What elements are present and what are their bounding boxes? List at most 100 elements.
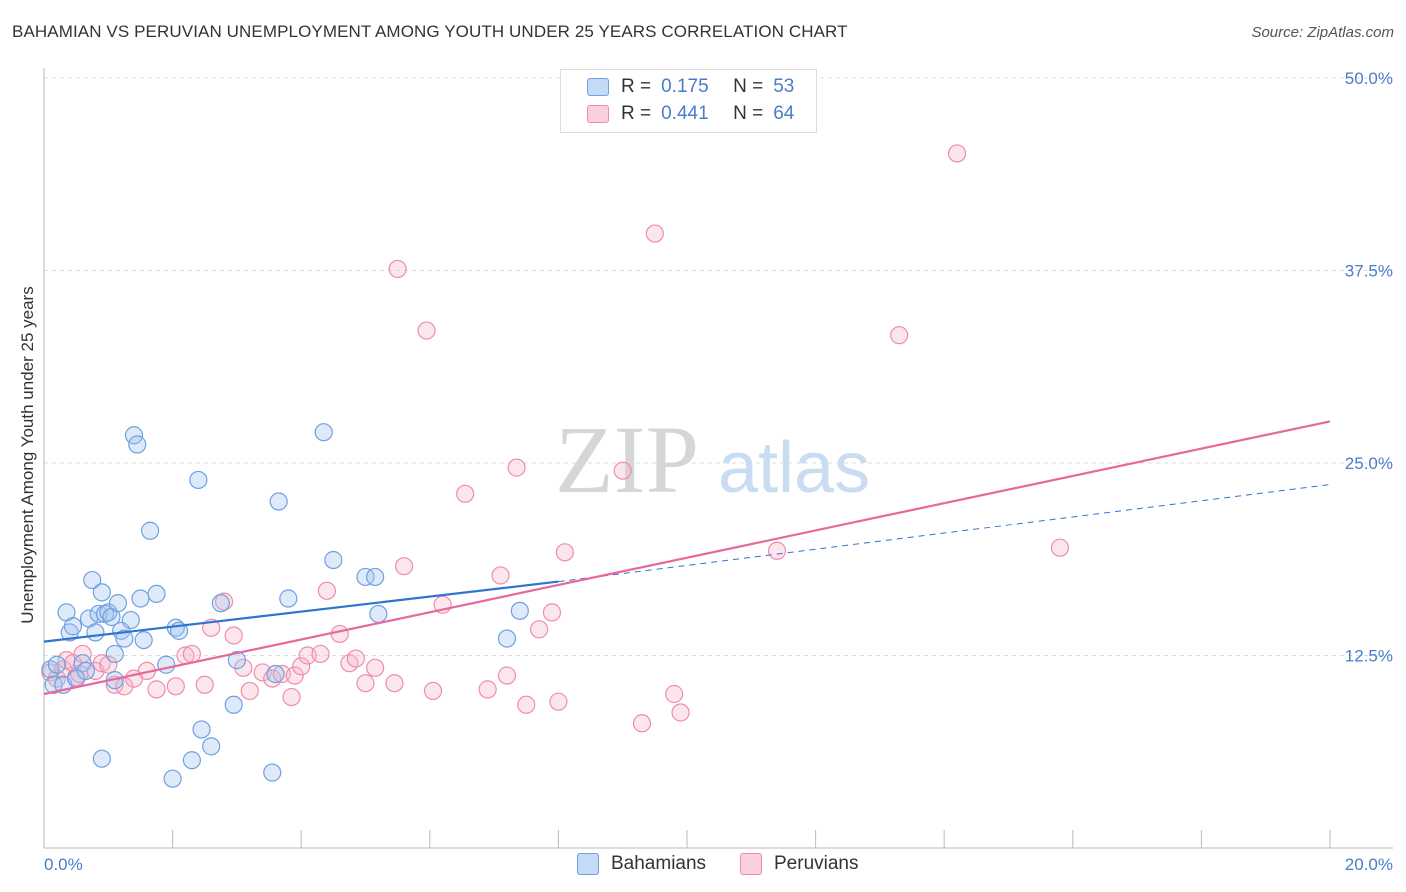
peruvians-point (767, 541, 787, 560)
bahamians-point (314, 423, 333, 442)
peruvians-point (645, 224, 664, 243)
source-label: Source: ZipAtlas.com (1251, 24, 1394, 41)
bahamians-point (157, 655, 176, 674)
peruvians-point (317, 581, 337, 600)
legend-n-label: N = (733, 76, 764, 97)
bahamians-point (369, 604, 388, 624)
bahamians-swatch (587, 78, 609, 96)
bahamians-point (147, 584, 166, 604)
peruvians-point (632, 714, 652, 733)
legend-n-label: N = (733, 103, 764, 124)
bahamians-point (189, 470, 208, 490)
peruvians-point (890, 326, 909, 345)
bahamians-point (86, 623, 105, 642)
peruvians-point (195, 675, 214, 694)
bahamians-point (115, 629, 134, 648)
bahamians-point (211, 594, 230, 613)
peruvians-point (330, 624, 349, 644)
bahamians-point (324, 550, 343, 570)
axes (43, 68, 1393, 849)
bahamians-point (227, 651, 246, 670)
bahamians-trend-line (43, 580, 559, 643)
peruvians-point (240, 681, 259, 701)
bahamians-points (41, 423, 529, 788)
chart-title: BAHAMIAN VS PERUVIAN UNEMPLOYMENT AMONG … (12, 22, 848, 41)
legend-row-peruvians: R = 0.441 N = 64 (587, 102, 794, 126)
y-tick-label: 25.0% (1345, 454, 1393, 473)
watermark-zip: ZIP (555, 406, 699, 513)
bahamians-point (108, 594, 128, 613)
peruvians-point (497, 666, 517, 685)
peruvians-trend-line (43, 420, 1331, 696)
peruvians-point (311, 644, 330, 664)
bahamians-point (163, 769, 182, 788)
x-tick-min: 0.0% (44, 855, 83, 874)
y-tick-label: 12.5% (1345, 647, 1393, 666)
x-tick-max: 20.0% (1345, 855, 1393, 874)
peruvians-legend-label: Peruvians (774, 853, 859, 874)
bahamians-point (269, 492, 288, 511)
bahamians-point (92, 583, 111, 602)
bahamians-point (83, 570, 102, 590)
bahamians-point (47, 655, 66, 674)
bahamians-point (92, 749, 111, 768)
bahamians-point (44, 675, 63, 694)
y-tick-labels: 12.5% 25.0% 37.5% 50.0% (1345, 69, 1393, 666)
bahamians-point (192, 720, 211, 739)
peruvians-point (456, 484, 475, 503)
peruvians-point (388, 259, 407, 279)
peruvians-swatch (587, 105, 609, 123)
legend-n-value: 53 (773, 76, 795, 97)
legend-r-label: R = (621, 103, 652, 124)
watermark-atlas: atlas (718, 428, 870, 508)
bahamians-legend-swatch (577, 853, 599, 875)
peruvians-point (417, 321, 436, 340)
correlation-legend: R = 0.175 N = 53 R = 0.441 N = 64 (560, 69, 817, 133)
legend-row-bahamians: R = 0.175 N = 53 (587, 75, 794, 99)
bahamians-point (356, 567, 375, 587)
y-tick-label: 50.0% (1345, 69, 1393, 88)
bahamians-point (263, 763, 282, 782)
peruvians-point (166, 677, 185, 696)
peruvians-point (292, 657, 311, 676)
peruvians-point (394, 557, 414, 576)
bahamians-point (279, 589, 298, 608)
peruvians-point (671, 703, 690, 722)
peruvians-point (507, 458, 526, 477)
peruvians-point (99, 655, 118, 674)
peruvians-point (491, 566, 510, 585)
peruvians-point (224, 626, 243, 645)
bahamians-point (105, 644, 124, 664)
peruvians-point (555, 543, 574, 562)
peruvians-point (182, 644, 201, 664)
bahamians-point (497, 629, 517, 648)
bahamians-legend-label: Bahamians (611, 853, 707, 874)
peruvians-point (478, 680, 497, 699)
peruvians-point (549, 692, 568, 711)
bahamians-point (182, 751, 201, 770)
peruvians-point (366, 658, 385, 677)
bahamians-point (202, 737, 221, 756)
bahamians-point (128, 435, 147, 454)
peruvians-point (517, 695, 536, 714)
legend-r-value: 0.441 (661, 103, 709, 124)
peruvians-point (530, 620, 549, 639)
bottom-legend-peruvians: Peruvians (740, 851, 859, 877)
peruvians-point (346, 649, 365, 668)
bahamians-point (63, 617, 83, 636)
peruvians-point (947, 144, 967, 163)
bahamians-point (266, 664, 285, 684)
bahamians-point (366, 567, 385, 587)
peruvians-point (1050, 538, 1070, 557)
peruvians-point (147, 680, 166, 699)
y-tick-label: 37.5% (1345, 262, 1393, 281)
peruvians-point (423, 681, 443, 701)
bahamians-point (121, 610, 140, 630)
legend-r-label: R = (621, 76, 652, 97)
bahamians-point (134, 630, 153, 650)
bahamians-trend-extension (558, 484, 1331, 583)
bahamians-point (140, 521, 160, 540)
peruvians-point (385, 674, 404, 693)
trend-lines (43, 420, 1331, 696)
